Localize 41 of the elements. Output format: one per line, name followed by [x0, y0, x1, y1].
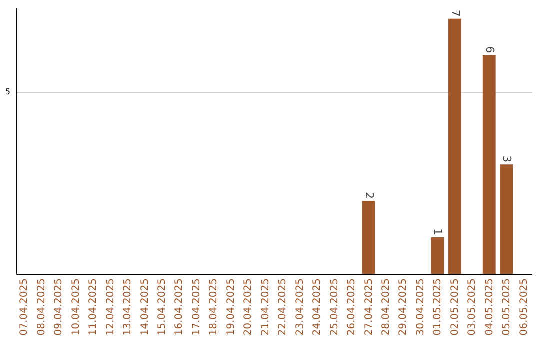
x-tick-label: 03.05.2025: [467, 278, 478, 336]
x-tick-label: 01.05.2025: [432, 278, 444, 336]
x-tick-label: 07.04.2025: [19, 278, 30, 336]
bar: [362, 201, 376, 274]
x-tick-label: 04.05.2025: [484, 278, 496, 336]
x-tick-label: 18.04.2025: [208, 278, 220, 336]
bar: [448, 18, 462, 274]
x-tick-label: 25.04.2025: [329, 278, 340, 336]
x-tick-label: 22.04.2025: [278, 278, 289, 336]
data-label: 1: [432, 228, 445, 236]
x-tick-label: 13.04.2025: [122, 278, 134, 336]
x-tick-label: 20.04.2025: [243, 278, 254, 336]
x-tick-label: 10.04.2025: [70, 278, 82, 336]
x-tick-label: 17.04.2025: [191, 278, 202, 336]
x-tick-label: 06.05.2025: [518, 278, 530, 336]
data-label: 2: [362, 192, 376, 200]
x-tick-label: 28.04.2025: [380, 278, 392, 336]
x-tick-label: 29.04.2025: [398, 278, 410, 336]
x-tick-label: 11.04.2025: [88, 278, 100, 336]
x-tick-label: 23.04.2025: [294, 278, 306, 336]
x-tick-label: 05.05.2025: [502, 278, 513, 336]
bar: [500, 164, 514, 274]
x-tick-label: 27.04.2025: [364, 278, 375, 336]
x-tick-label: 15.04.2025: [157, 278, 168, 336]
x-tick-label: 09.04.2025: [54, 278, 65, 336]
x-tick-label: 02.05.2025: [450, 278, 461, 336]
y-tick-label: 5: [5, 87, 10, 96]
data-label: 6: [483, 46, 496, 54]
x-tick-label: 08.04.2025: [36, 278, 48, 336]
x-tick-label: 19.04.2025: [226, 278, 237, 336]
x-tick-label: 14.04.2025: [140, 278, 151, 336]
x-tick-label: 26.04.2025: [346, 278, 358, 336]
x-tick-label: 30.04.2025: [415, 278, 426, 336]
x-tick-label: 24.04.2025: [312, 278, 324, 336]
x-tick-label: 12.04.2025: [105, 278, 116, 336]
bar: [431, 238, 444, 274]
x-tick-label: 16.04.2025: [174, 278, 186, 336]
bar: [482, 55, 496, 274]
data-label: 7: [448, 10, 462, 17]
data-label: 3: [500, 156, 514, 163]
x-tick-label: 21.04.2025: [260, 278, 272, 336]
